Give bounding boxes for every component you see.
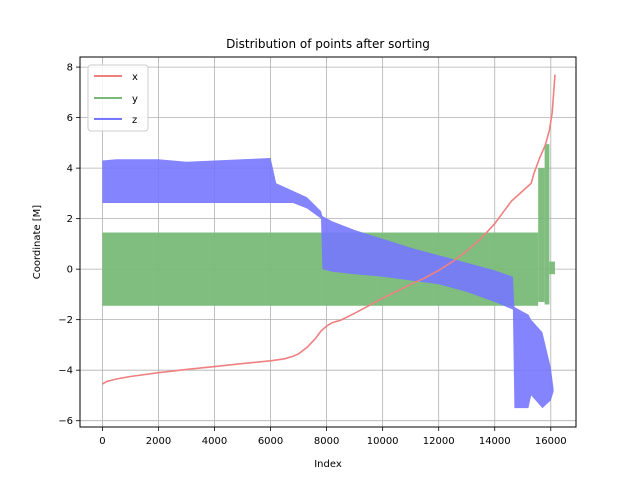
series-z-band [102,158,554,409]
plot-frame [79,56,577,428]
x-tick-label: 8000 [314,436,339,447]
x-tick-label: 2000 [146,436,171,447]
y-tick-label: −4 [58,366,73,377]
y-tick-label: 0 [67,265,73,276]
y-tick-label: 8 [67,63,73,74]
y-tick-label: 4 [67,164,73,175]
legend-label-x: x [132,72,138,83]
series-y-band [544,144,550,305]
y-axis-label: Coordinate [M] [32,205,43,280]
x-tick-label: 12000 [423,436,455,447]
y-tick-label: −6 [58,416,73,427]
legend-label-y: y [132,94,138,105]
series-x-line [101,74,556,385]
data-series [101,74,556,409]
series-y-band [538,168,545,302]
legend: x y z [87,64,149,132]
x-tick-label: 4000 [202,436,227,447]
x-tick-label: 10000 [367,436,399,447]
legend-label-z: z [132,115,137,126]
x-axis-label: Index [314,459,342,470]
y-tick-label: 2 [67,214,73,225]
x-tick-label: 0 [99,436,105,447]
x-tick-label: 14000 [479,436,511,447]
axis-ticks: 0 2000 4000 6000 8000 10000 12000 14000 16000 −6 −… [58,63,566,447]
y-tick-label: 6 [67,113,73,124]
x-tick-label: 6000 [258,436,283,447]
y-tick-label: −2 [58,315,73,326]
chart-title: Distribution of points after sorting [226,37,430,51]
x-tick-label: 16000 [535,436,567,447]
series-y-band [549,261,555,275]
